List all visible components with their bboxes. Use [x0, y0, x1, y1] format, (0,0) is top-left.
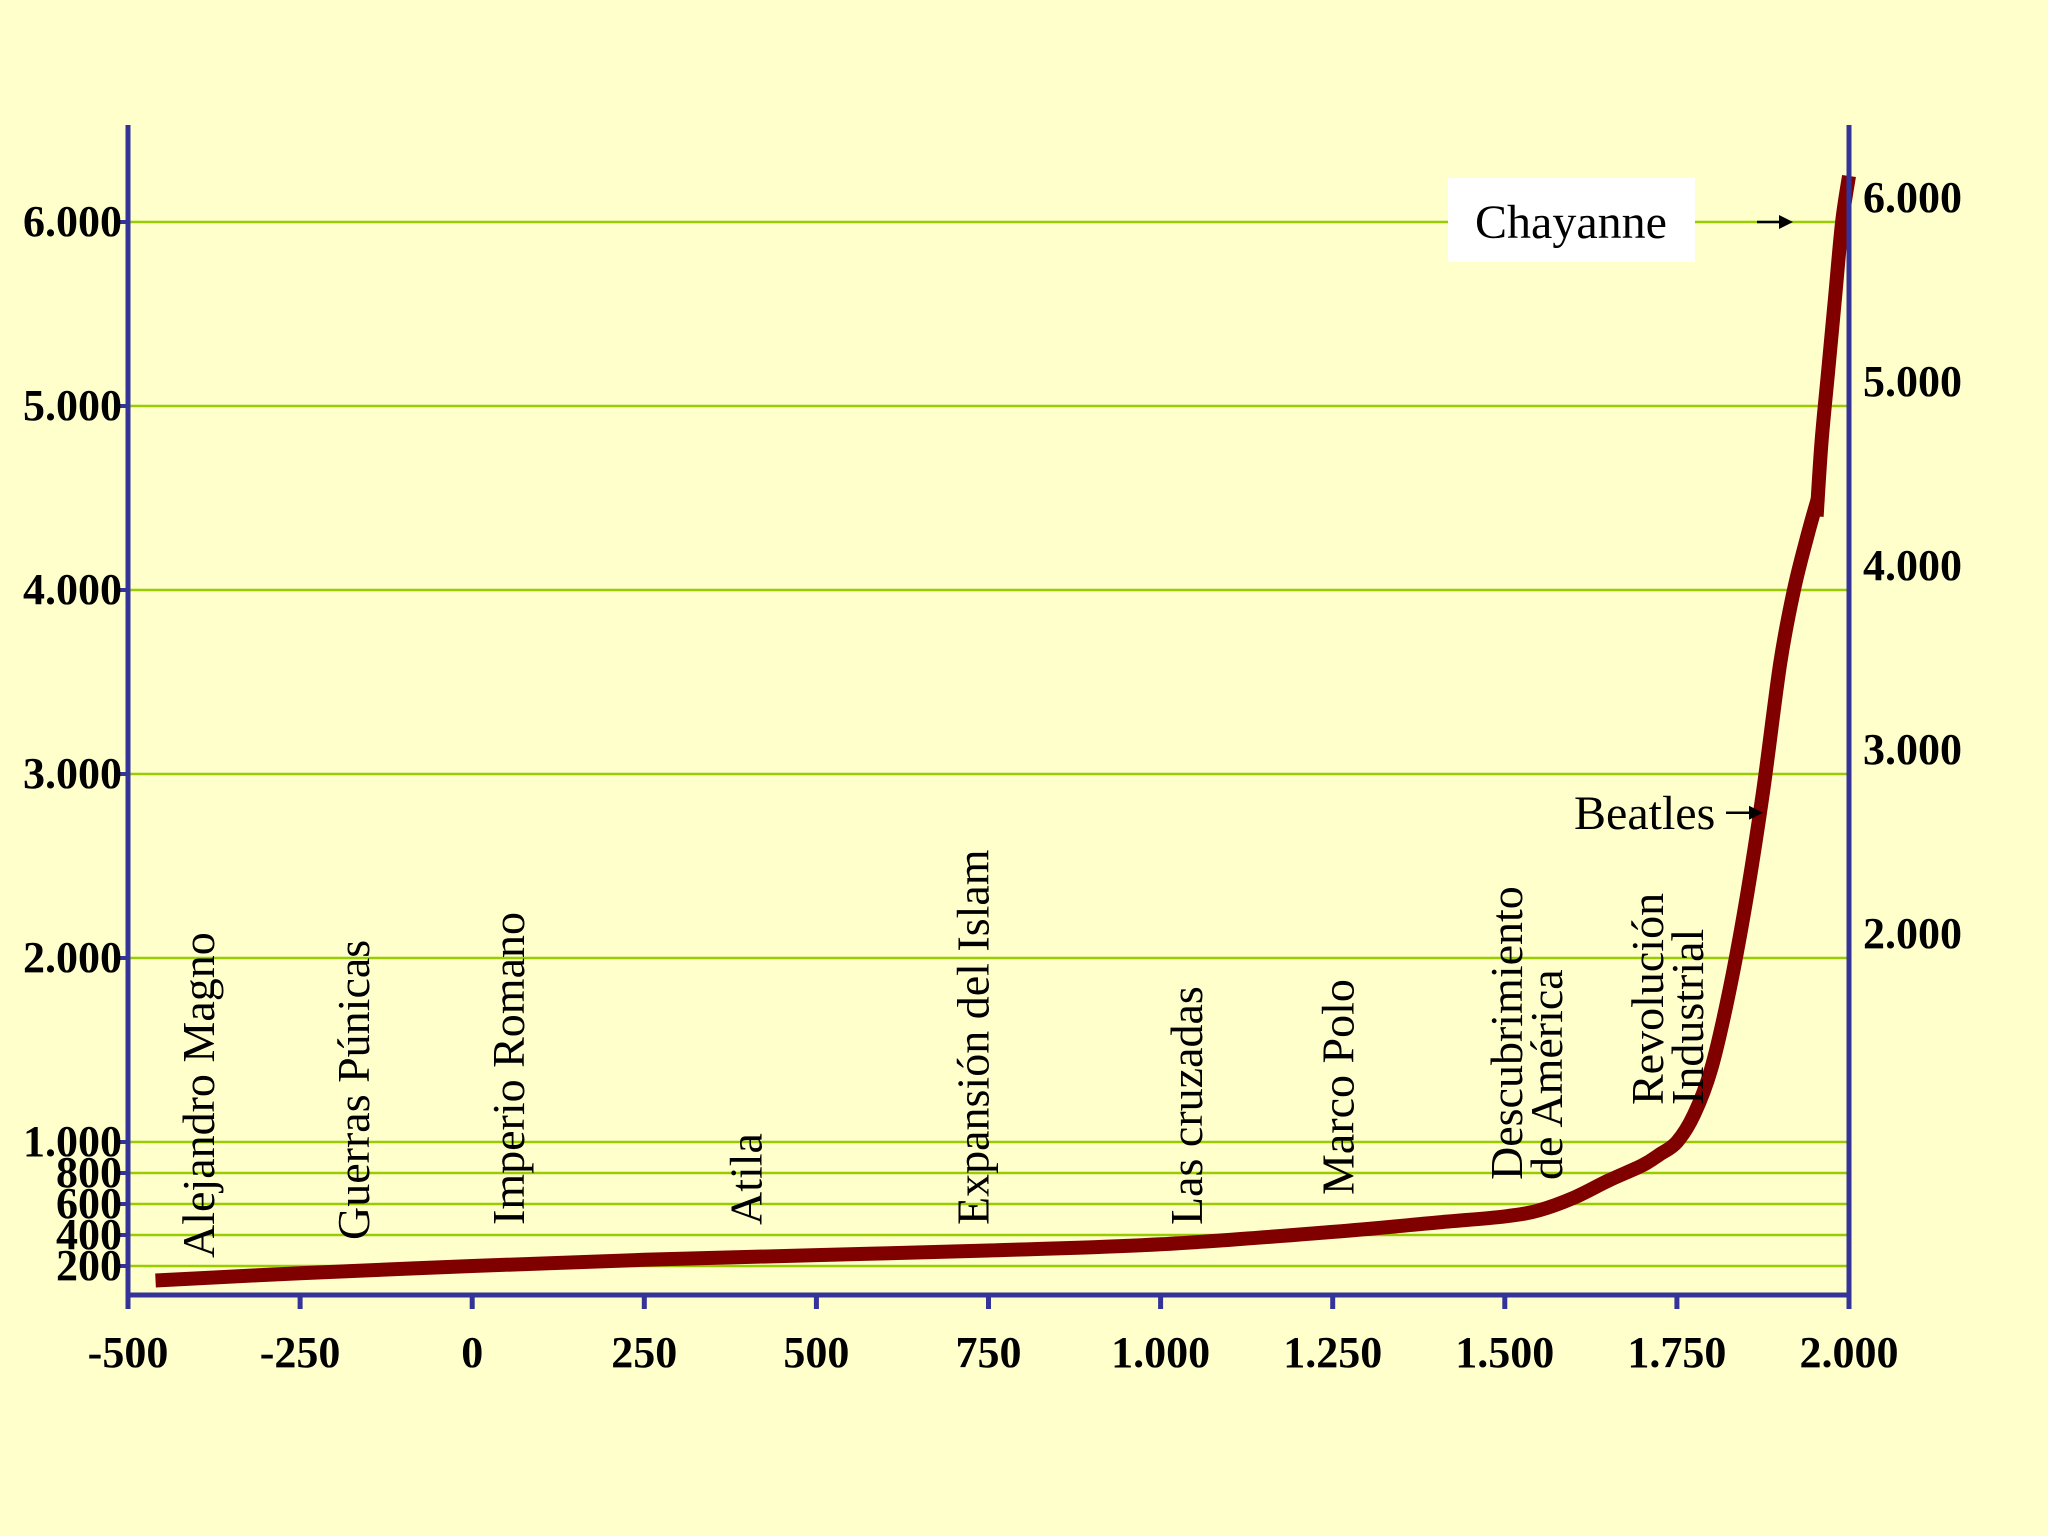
- chayanne-label: Chayanne: [1475, 196, 1667, 249]
- chayanne-arrow-head: [1779, 215, 1793, 229]
- beatles-arrow-head: [1749, 805, 1763, 820]
- event-label-line: Alejandro Magno: [173, 932, 224, 1258]
- event-label-line: Industrial: [1662, 929, 1713, 1105]
- y-right-tick-label: 6.000: [1863, 173, 1962, 222]
- event-labels: Alejandro Magno Guerras Púnicas Imperio Ro…: [173, 849, 1713, 1258]
- event-label-line: Revolución: [1622, 893, 1673, 1105]
- x-tick-label: 750: [956, 1328, 1022, 1377]
- event-label: RevoluciónIndustrial: [1622, 893, 1713, 1105]
- y-left-tick-label: 800: [56, 1148, 122, 1197]
- y-right-tick-label: 4.000: [1863, 541, 1962, 590]
- event-label: Alejandro Magno: [173, 932, 224, 1258]
- y-left-tick-label: 600: [56, 1179, 122, 1228]
- series-line-0: [155, 496, 1825, 1288]
- x-tick-label: 1.000: [1111, 1328, 1210, 1377]
- beatles-label: Beatles: [1574, 787, 1715, 840]
- y-axis-right-ticks: 2.000 3.000 4.000 5.000 6.000: [1863, 173, 1962, 958]
- y-left-tick-label: 1.000: [23, 1117, 122, 1166]
- x-tick-label: 1.500: [1455, 1328, 1554, 1377]
- event-label-line: Atila: [720, 1133, 771, 1225]
- event-label: Guerras Púnicas: [328, 940, 379, 1240]
- chayanne-box: [1448, 178, 1695, 262]
- y-left-tick-label: 2.000: [23, 933, 122, 982]
- y-left-tick-label: 200: [56, 1241, 122, 1290]
- y-left-tick-label: 6.000: [23, 197, 122, 246]
- event-label: Atila: [720, 1133, 771, 1225]
- event-label-line: de América: [1521, 969, 1572, 1180]
- event-label: Expansión del Islam: [948, 849, 999, 1225]
- annotations: Chayanne Beatles: [1448, 178, 1793, 840]
- event-label-line: Descubrimiento: [1481, 886, 1532, 1180]
- series-layer: [155, 174, 1856, 1288]
- event-label: Descubrimientode América: [1481, 886, 1572, 1180]
- y-right-tick-label: 3.000: [1863, 725, 1962, 774]
- event-label-line: Expansión del Islam: [948, 849, 999, 1225]
- x-tick-label: -500: [88, 1328, 169, 1377]
- event-label: Imperio Romano: [483, 912, 534, 1225]
- event-label: Marco Polo: [1312, 979, 1363, 1195]
- x-tick-label: 0: [461, 1328, 483, 1377]
- x-tick-label: 1.750: [1627, 1328, 1726, 1377]
- x-tick-label: 2.000: [1800, 1328, 1899, 1377]
- y-left-tick-label: 4.000: [23, 565, 122, 614]
- event-label-line: Guerras Púnicas: [328, 940, 379, 1240]
- y-left-tick-label: 400: [56, 1210, 122, 1259]
- x-tick-label: 250: [611, 1328, 677, 1377]
- series-line-1: [1809, 174, 1856, 517]
- x-tick-label: 1.250: [1283, 1328, 1382, 1377]
- x-tick-label: -250: [260, 1328, 341, 1377]
- x-tick-label: 500: [783, 1328, 849, 1377]
- event-label-line: Marco Polo: [1312, 979, 1363, 1195]
- event-label: Las cruzadas: [1161, 986, 1212, 1225]
- y-right-tick-label: 5.000: [1863, 357, 1962, 406]
- x-axis-ticks: -500 -250 0 250 500 750 1.000 1.250 1.500 1.750 2.…: [88, 1295, 1899, 1377]
- y-right-tick-label: 2.000: [1863, 909, 1962, 958]
- y-left-tick-label: 5.000: [23, 381, 122, 430]
- event-label-line: Imperio Romano: [483, 912, 534, 1225]
- y-left-tick-label: 3.000: [23, 749, 122, 798]
- event-label-line: Las cruzadas: [1161, 986, 1212, 1225]
